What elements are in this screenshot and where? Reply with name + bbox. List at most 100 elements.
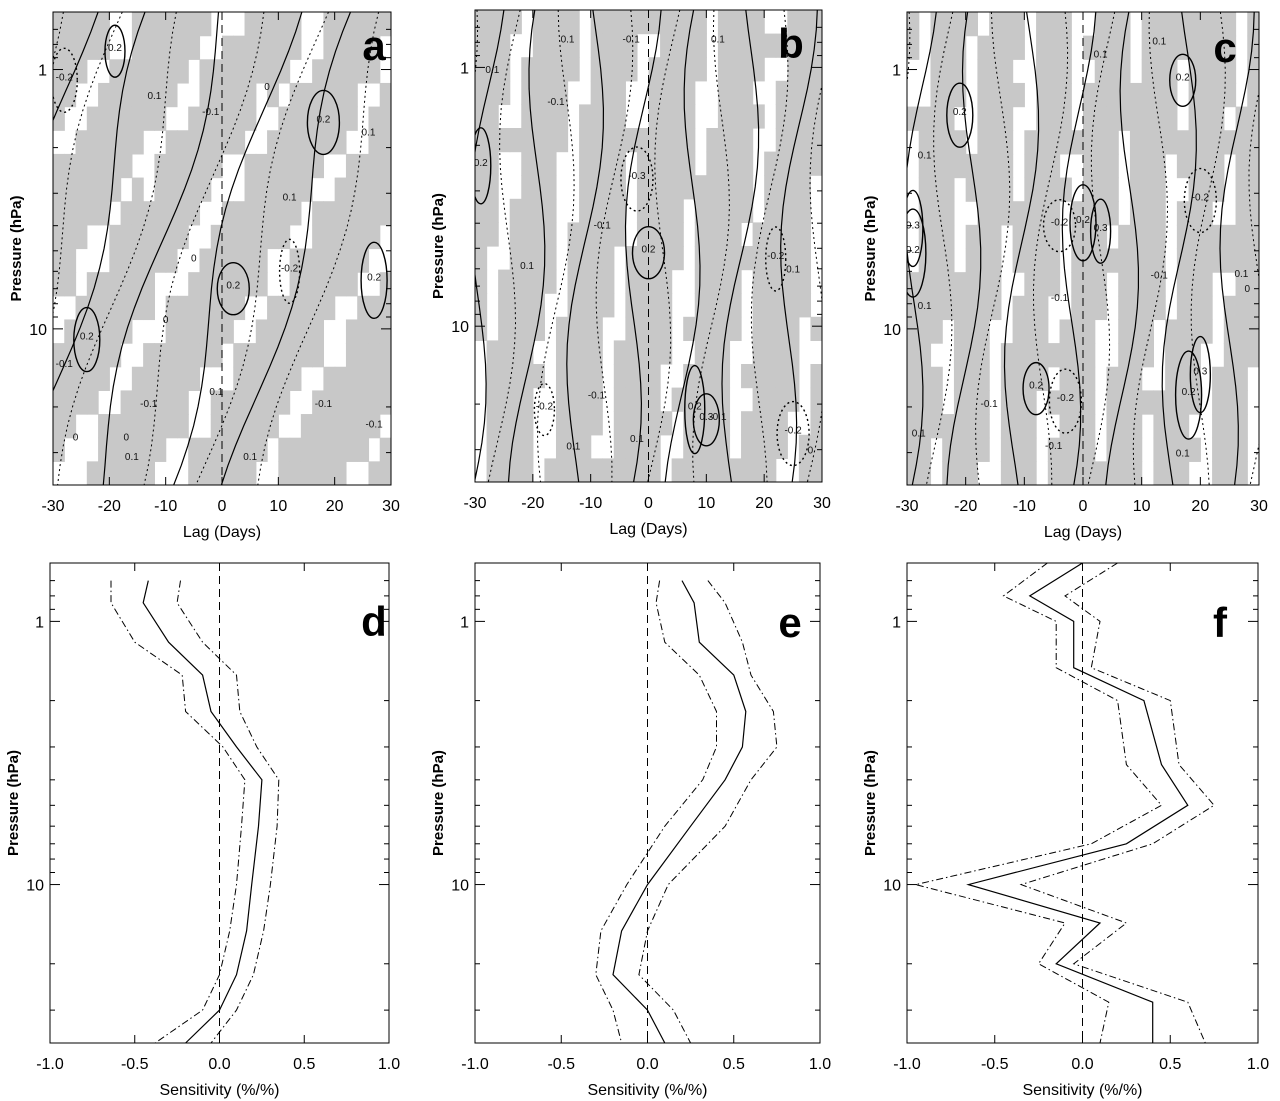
shaded-cell: [798, 269, 812, 294]
shaded-cell: [1141, 106, 1154, 131]
shaded-cell: [267, 343, 279, 368]
shaded-cell: [1059, 343, 1072, 368]
shaded-cell: [1083, 106, 1096, 131]
shaded-cell: [278, 295, 291, 321]
shaded-cell: [1200, 59, 1213, 84]
shaded-cell: [1071, 414, 1084, 439]
shaded-cell: [907, 343, 920, 368]
shaded-cell: [267, 177, 279, 202]
contour-loop: [53, 47, 78, 113]
shaded-cell: [98, 35, 110, 60]
contour-loop: [306, 89, 341, 156]
shaded-cell: [1247, 295, 1259, 321]
shaded-cell: [764, 198, 777, 223]
shaded-cell: [109, 461, 122, 485]
shaded-cell: [1094, 224, 1108, 250]
shaded-cell: [764, 387, 777, 412]
shaded-cell: [486, 434, 499, 459]
shaded-cell: [131, 272, 144, 297]
shaded-cell: [942, 130, 955, 155]
shaded-cell: [1188, 201, 1201, 226]
shaded-cell: [752, 387, 765, 412]
shaded-cell: [717, 458, 731, 482]
shaded-cell: [255, 153, 268, 179]
shaded-cell: [953, 461, 967, 485]
shaded-cell: [199, 248, 212, 273]
shaded-cell: [1176, 295, 1190, 321]
shaded-cell: [752, 434, 765, 459]
shaded-cell: [660, 128, 673, 153]
shaded-cell: [368, 106, 381, 131]
shaded-cell: [1059, 414, 1072, 439]
contour-loop: [533, 382, 556, 437]
shaded-cell: [1094, 82, 1108, 108]
shaded-cell: [764, 33, 777, 58]
shaded-cell: [300, 130, 313, 155]
shaded-cell: [521, 364, 534, 389]
shaded-cell: [717, 246, 731, 271]
shaded-cell: [109, 437, 122, 462]
shaded-cell: [188, 295, 201, 321]
shaded-cell: [648, 411, 661, 436]
y-tick-label: 10: [883, 878, 901, 895]
shaded-cell: [475, 151, 488, 176]
shaded-cell: [323, 130, 336, 155]
shaded-cell: [1047, 130, 1061, 155]
contour-label: -0.1: [594, 221, 612, 232]
contour-label: 0.1: [1094, 50, 1108, 61]
shaded-cell: [53, 59, 65, 84]
contour-label: 0: [264, 82, 270, 93]
shaded-cell: [775, 316, 788, 341]
shaded-cell: [120, 130, 133, 155]
contour-line: [566, 10, 605, 482]
shaded-cell: [1071, 343, 1084, 368]
shaded-cell: [930, 59, 943, 84]
shaded-cell: [602, 80, 615, 105]
shaded-cell: [334, 390, 347, 415]
shaded-cell: [1153, 12, 1166, 37]
shaded-cell: [1118, 461, 1131, 485]
shaded-cell: [1153, 106, 1166, 131]
contour-loop: [684, 364, 706, 455]
contour-line-negative: [53, 12, 123, 316]
shaded-cell: [188, 106, 201, 131]
shaded-cell: [289, 343, 302, 368]
x-tick-label: 30: [382, 498, 400, 515]
shaded-cell: [278, 366, 291, 391]
shaded-cell: [143, 248, 155, 273]
x-tick-label: -1.0: [893, 1056, 921, 1073]
shaded-cell: [154, 35, 167, 60]
shaded-cell: [345, 177, 358, 202]
shaded-cell: [255, 343, 268, 368]
shaded-cell: [267, 82, 279, 108]
contour-label: 0.1: [561, 34, 575, 45]
shaded-cell: [977, 295, 990, 321]
shaded-cell: [1165, 59, 1178, 84]
shaded-cell: [544, 458, 557, 482]
shaded-cell: [143, 35, 155, 60]
shaded-cell: [1012, 366, 1025, 391]
x-tick-label: -30: [895, 498, 918, 515]
shaded-cell: [188, 461, 201, 485]
x-tick-label: -0.5: [981, 1056, 1009, 1073]
shaded-cell: [379, 153, 391, 179]
shaded-cell: [486, 198, 499, 223]
shaded-cell: [1000, 59, 1014, 84]
shaded-cell: [989, 295, 1002, 321]
shaded-cell: [1083, 319, 1096, 344]
shaded-cell: [671, 10, 684, 35]
shaded-cell: [357, 366, 370, 391]
shaded-cell: [98, 106, 110, 131]
contour-loop: [73, 306, 101, 373]
shaded-cell: [918, 437, 932, 462]
shaded-cell: [1094, 59, 1108, 84]
shaded-cell: [357, 390, 370, 415]
shaded-cell: [1212, 130, 1225, 155]
shaded-cell: [233, 343, 246, 368]
shaded-cell: [188, 201, 201, 226]
shaded-cell: [1059, 12, 1072, 37]
shaded-cell: [1024, 248, 1037, 273]
shaded-cell: [625, 364, 638, 389]
shaded-cell: [1141, 224, 1154, 250]
contour-line: [907, 12, 937, 485]
